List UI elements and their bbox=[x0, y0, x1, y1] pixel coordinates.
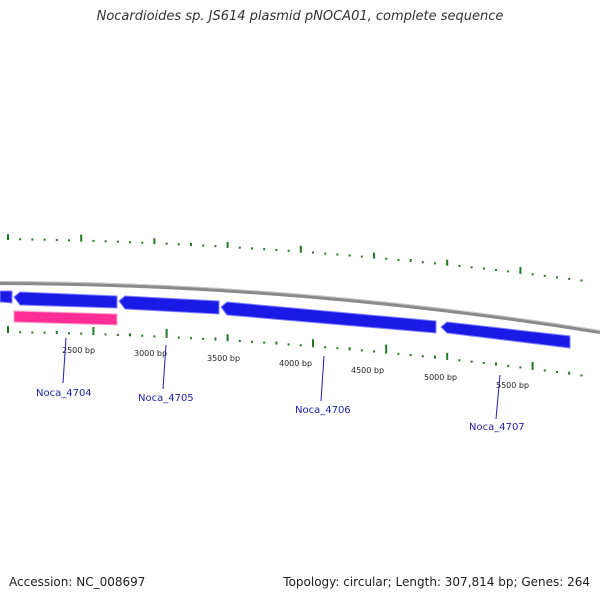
scale-label-2500: 2500 bp bbox=[62, 346, 95, 355]
map-title: Nocardioides sp. JS614 plasmid pNOCA01, … bbox=[96, 9, 504, 24]
cds-feature-noca-4705[interactable] bbox=[118, 295, 220, 315]
feature-track bbox=[0, 290, 571, 349]
gc-skew-track-outer bbox=[7, 234, 583, 282]
cds-feature-noca-4706[interactable] bbox=[220, 301, 437, 334]
cds-feature-noca-4704[interactable] bbox=[13, 291, 118, 309]
gene-labels: Noca_4704 Noca_4705 Noca_4706 Noca_4707 bbox=[36, 388, 525, 433]
topology-summary-text: Topology: circular; Length: 307,814 bp; … bbox=[283, 575, 590, 589]
scale-label-5500: 5500 bp bbox=[496, 381, 529, 390]
scale-label-4500: 4500 bp bbox=[351, 366, 384, 375]
leader-line-noca-4706 bbox=[320, 355, 325, 402]
plasmid-backbone-highlight bbox=[0, 281, 600, 331]
plasmid-backbone bbox=[0, 281, 600, 334]
scale-label-3000: 3000 bp bbox=[134, 349, 167, 358]
scale-label-5000: 5000 bp bbox=[424, 373, 457, 382]
gene-label-noca-4706[interactable]: Noca_4706 bbox=[295, 405, 351, 416]
scale-label-3500: 3500 bp bbox=[207, 354, 240, 363]
accession-text: Accession: NC_008697 bbox=[9, 575, 146, 589]
rna-feature[interactable] bbox=[13, 310, 118, 326]
gene-label-noca-4707[interactable]: Noca_4707 bbox=[469, 422, 525, 433]
leader-line-noca-4704 bbox=[62, 337, 67, 384]
scale-label-4000: 4000 bp bbox=[279, 359, 312, 368]
cds-feature-partial[interactable] bbox=[0, 290, 13, 304]
gene-label-noca-4705[interactable]: Noca_4705 bbox=[138, 393, 194, 404]
bp-scale: 2500 bp 3000 bp 3500 bp 4000 bp 4500 bp … bbox=[62, 346, 529, 390]
leader-line-noca-4707 bbox=[495, 374, 501, 420]
cds-feature-noca-4707[interactable] bbox=[440, 321, 571, 349]
gene-label-leaders bbox=[62, 337, 501, 420]
gene-label-noca-4704[interactable]: Noca_4704 bbox=[36, 388, 92, 399]
gc-content-track-inner bbox=[7, 326, 583, 377]
leader-line-noca-4705 bbox=[162, 344, 167, 390]
